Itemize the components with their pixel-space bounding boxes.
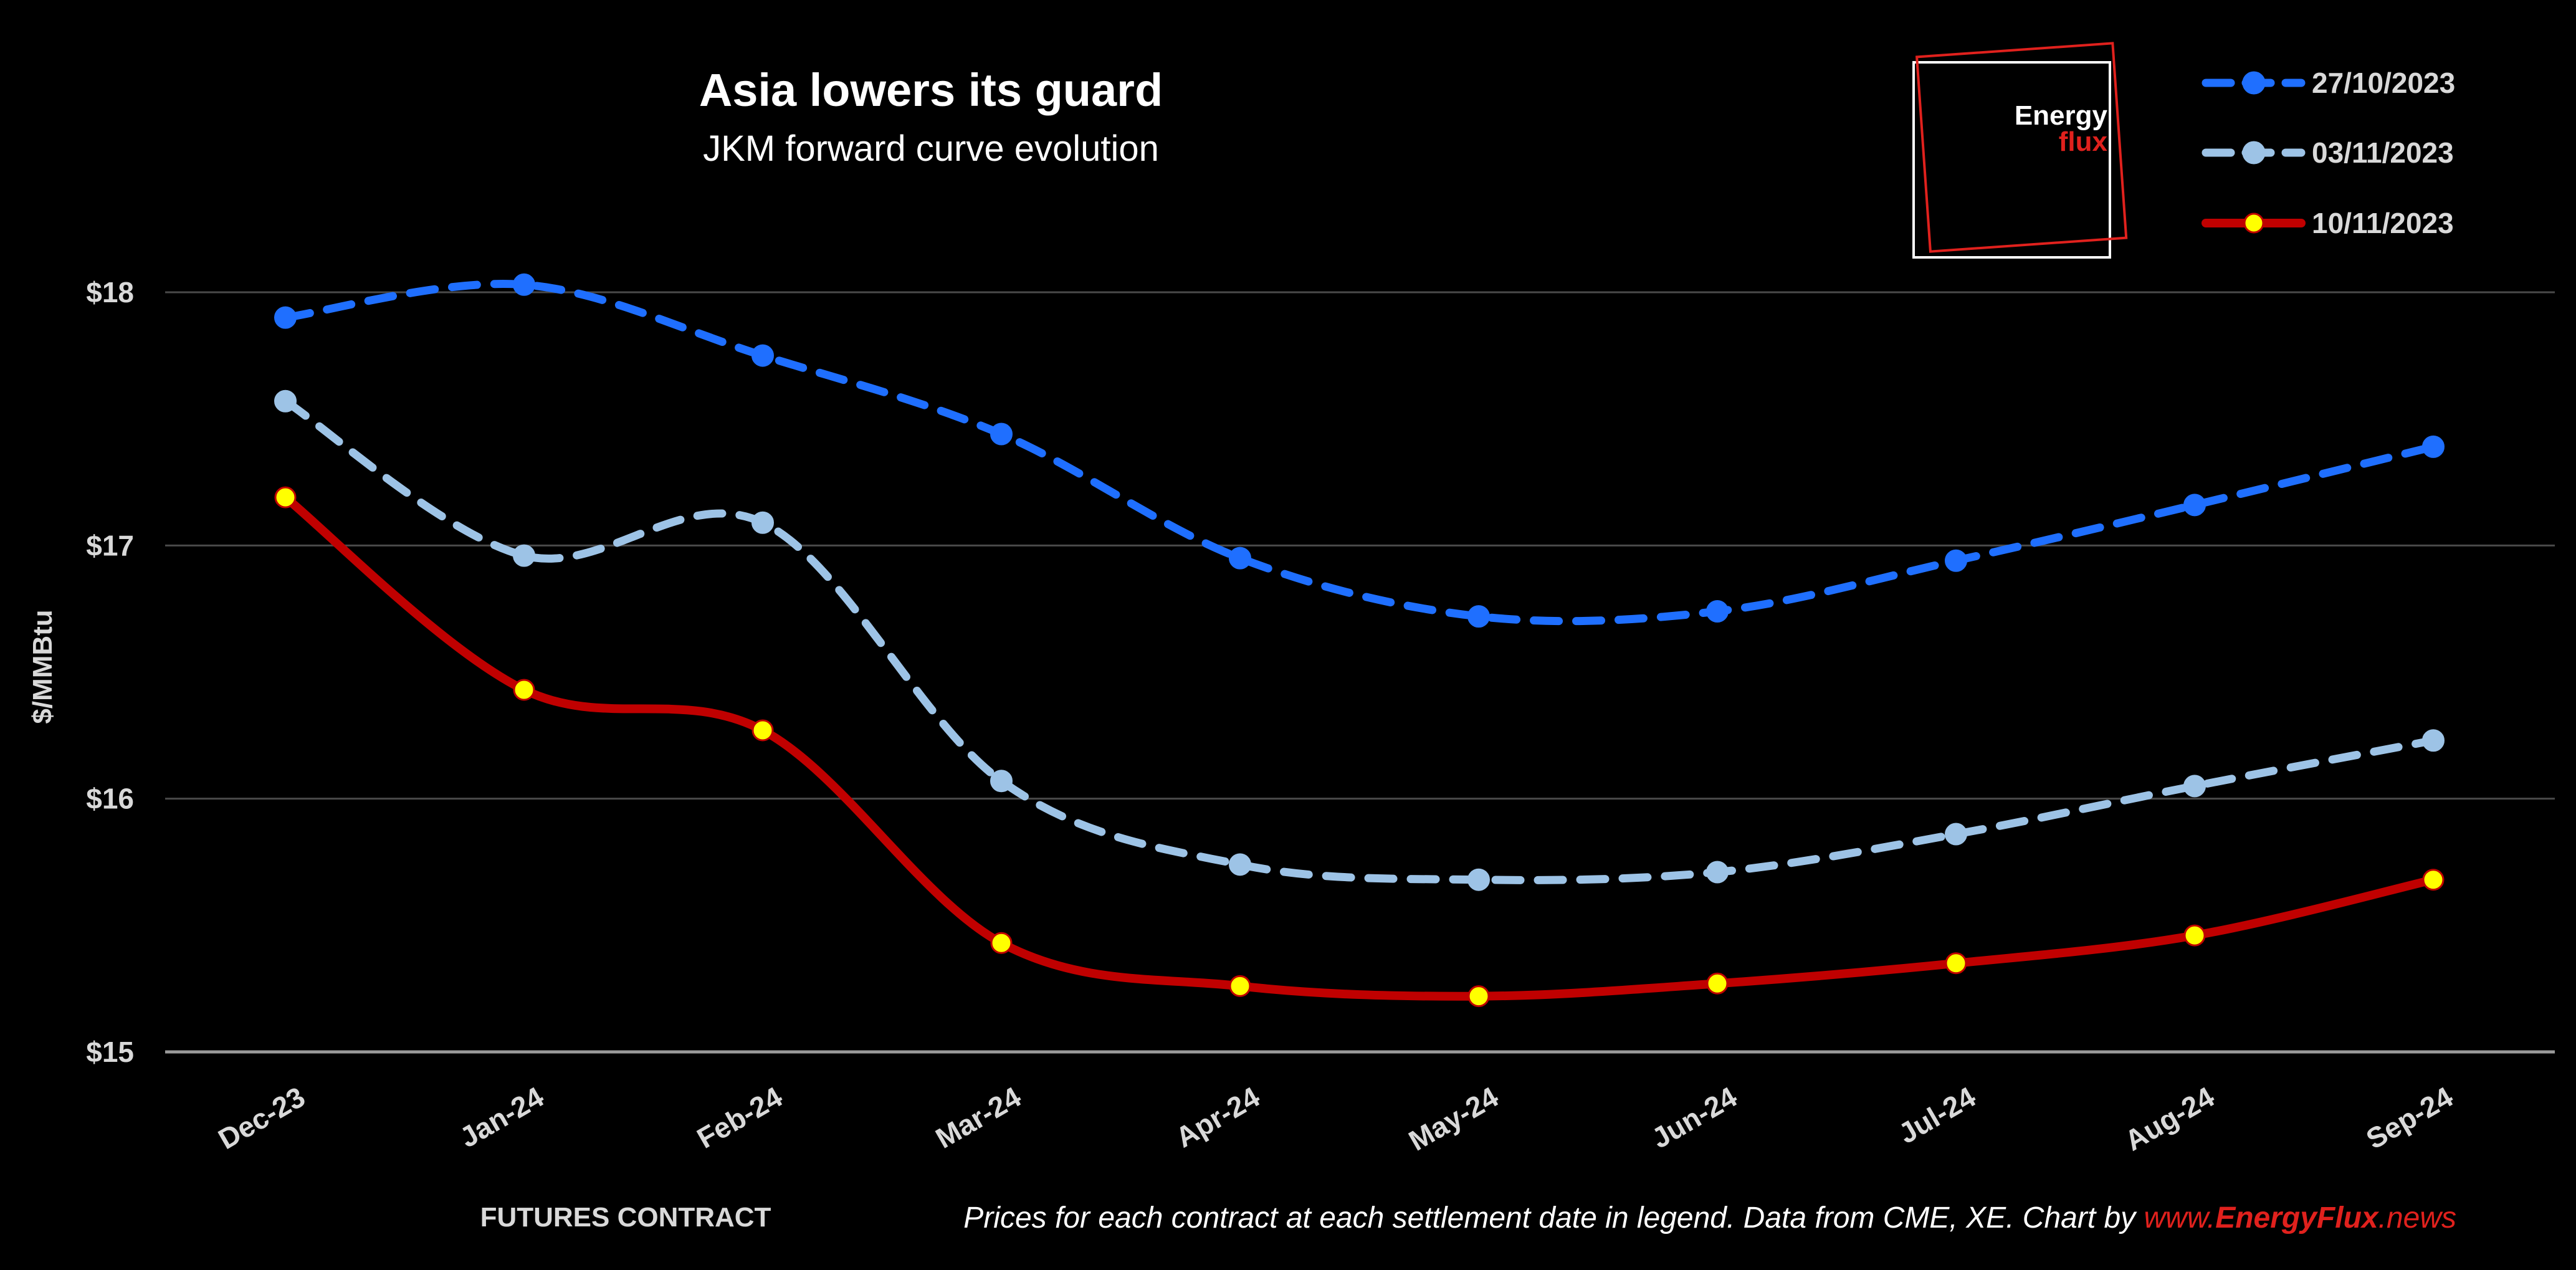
legend: 27/10/2023 03/11/2023 10/11/2023 <box>2202 67 2455 239</box>
data-point <box>1467 985 1490 1008</box>
footnote-link-brand: EnergyFlux <box>2215 1201 2380 1234</box>
data-point <box>1229 547 1251 570</box>
x-tick-label: Sep-24 <box>2360 1080 2458 1155</box>
legend-label: 10/11/2023 <box>2312 207 2454 239</box>
series-line <box>281 280 2438 626</box>
series-3 <box>274 486 2445 1008</box>
data-point <box>2183 775 2206 798</box>
logo-word-flux: flux <box>2059 127 2108 157</box>
x-tick-label: Mar-24 <box>930 1080 1027 1154</box>
x-tick-label: Aug-24 <box>2119 1080 2220 1157</box>
legend-item: 03/11/2023 <box>2202 136 2454 169</box>
y-tick-label: $17 <box>86 529 134 561</box>
x-axis-ticks: Dec-23 Jan-24 Feb-24 Mar-24 Apr-24 May-24 Jun-… <box>212 1080 2458 1157</box>
data-point <box>1945 952 1967 975</box>
y-tick-label: $18 <box>86 276 134 308</box>
x-tick-label: Feb-24 <box>692 1080 788 1154</box>
y-axis-label: $/MMBtu <box>27 609 58 723</box>
data-point <box>1945 549 1967 572</box>
series-line <box>281 397 2438 884</box>
source-footnote: Prices for each contract at each settlem… <box>963 1201 2456 1234</box>
data-point <box>990 770 1013 793</box>
data-point <box>751 344 774 367</box>
data-point <box>1229 975 1251 997</box>
data-point <box>1706 861 1729 884</box>
data-point <box>274 306 297 329</box>
legend-label: 27/10/2023 <box>2312 67 2455 99</box>
x-tick-label: Jan-24 <box>454 1080 550 1153</box>
data-point <box>1706 599 1729 623</box>
data-point <box>2422 435 2445 458</box>
data-point <box>990 423 1013 446</box>
data-point <box>2183 494 2206 517</box>
logo-word-energy: Energy <box>2015 100 2108 131</box>
series-layer <box>274 273 2445 1008</box>
x-tick-label: Apr-24 <box>1170 1080 1266 1153</box>
x-tick-label: Jun-24 <box>1646 1080 1743 1154</box>
y-tick-label: $16 <box>86 783 134 815</box>
legend-swatch-marker <box>2242 71 2266 95</box>
data-point <box>274 486 297 508</box>
chart-subtitle: JKM forward curve evolution <box>703 128 1159 169</box>
legend-item: 27/10/2023 <box>2202 67 2455 99</box>
y-tick-label: $15 <box>86 1036 134 1068</box>
data-point <box>2183 924 2206 947</box>
x-axis-label: FUTURES CONTRACT <box>480 1202 771 1233</box>
legend-label: 03/11/2023 <box>2312 136 2454 169</box>
x-tick-label: Dec-23 <box>212 1081 310 1155</box>
data-point <box>1229 853 1251 876</box>
footnote-link-suffix: .news <box>2378 1201 2456 1234</box>
data-point <box>1467 605 1490 628</box>
series-1 <box>274 273 2445 628</box>
data-point <box>2422 729 2445 752</box>
footnote-text: Prices for each contract at each settlem… <box>963 1201 2144 1234</box>
data-point <box>1706 972 1729 995</box>
data-point <box>751 511 774 534</box>
x-tick-label: May-24 <box>1403 1080 1504 1157</box>
chart-title: Asia lowers its guard <box>699 64 1163 116</box>
data-point <box>274 389 297 413</box>
data-point <box>751 719 774 742</box>
data-point <box>513 273 535 296</box>
energyflux-logo: Energy flux <box>1912 42 2128 259</box>
data-point <box>1467 868 1490 891</box>
y-axis-ticks: $15 $16 $17 $18 <box>86 276 134 1068</box>
x-tick-label: Jul-24 <box>1893 1080 1981 1150</box>
data-point <box>2422 869 2445 891</box>
footnote-link-prefix: www. <box>2144 1201 2216 1234</box>
data-point <box>1945 823 1967 846</box>
data-point <box>990 932 1013 954</box>
data-point <box>513 544 535 567</box>
legend-swatch-marker <box>2243 212 2264 234</box>
series-line <box>281 493 2438 1001</box>
series-2 <box>274 389 2445 891</box>
legend-item: 10/11/2023 <box>2202 207 2454 239</box>
data-point <box>513 679 535 701</box>
legend-swatch-marker <box>2242 141 2266 165</box>
